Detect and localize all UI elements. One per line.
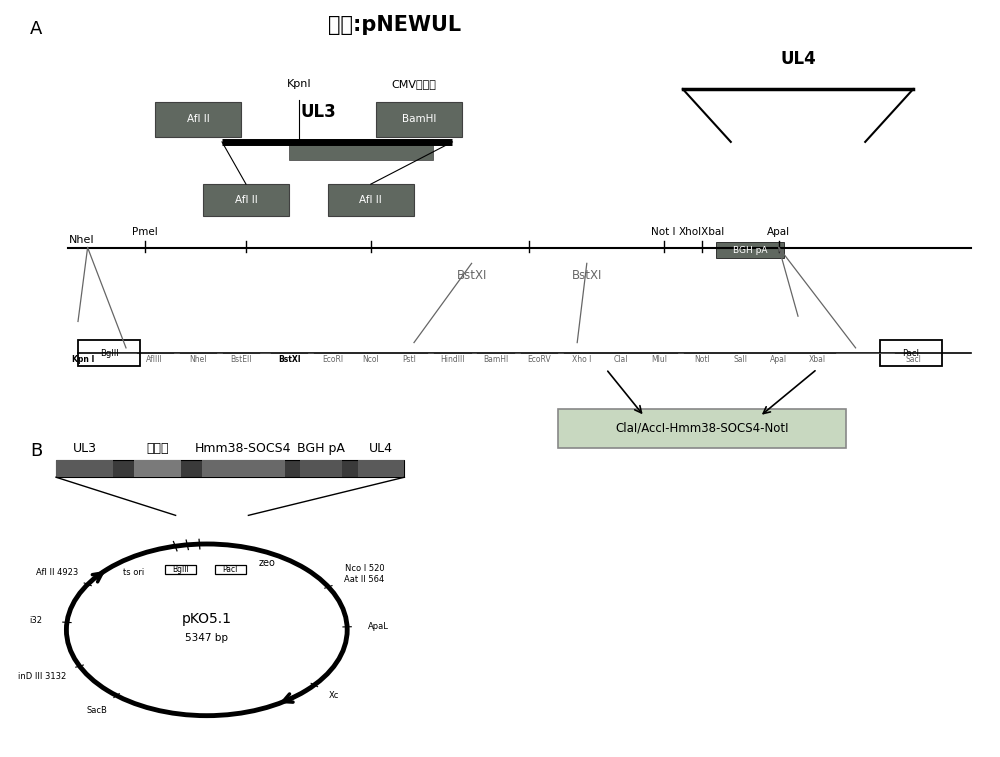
Text: PstI: PstI (402, 355, 416, 363)
Text: 5347 bp: 5347 bp (185, 633, 228, 643)
FancyBboxPatch shape (202, 459, 285, 477)
Text: NheI: NheI (189, 355, 207, 363)
Text: PacI: PacI (223, 565, 238, 574)
Text: Kpn I: Kpn I (72, 355, 94, 363)
Text: 骨架:pNEWUL: 骨架:pNEWUL (328, 15, 461, 35)
Text: KpnI: KpnI (286, 79, 311, 89)
Text: inD III 3132: inD III 3132 (18, 672, 66, 681)
Text: UL3: UL3 (300, 103, 336, 121)
FancyBboxPatch shape (134, 459, 181, 477)
Text: zeo: zeo (259, 558, 276, 568)
Text: PacI: PacI (902, 349, 919, 357)
Text: i32: i32 (29, 616, 42, 625)
Text: A: A (30, 20, 42, 39)
Text: ts ori: ts ori (123, 568, 144, 577)
Text: pKO5.1: pKO5.1 (182, 612, 232, 626)
FancyBboxPatch shape (558, 409, 846, 448)
FancyBboxPatch shape (358, 459, 404, 477)
Text: B: B (30, 442, 42, 460)
Text: HindIII: HindIII (440, 355, 465, 363)
Text: AflIII: AflIII (146, 355, 163, 363)
Text: UL3: UL3 (73, 442, 97, 455)
Text: CMV启动子: CMV启动子 (392, 79, 436, 89)
Text: BstEII: BstEII (230, 355, 252, 363)
Text: UL4: UL4 (369, 442, 393, 455)
Text: XhoIXbaI: XhoIXbaI (679, 227, 725, 237)
FancyBboxPatch shape (716, 242, 784, 258)
FancyBboxPatch shape (289, 139, 433, 160)
FancyBboxPatch shape (56, 459, 113, 477)
Text: Afl II: Afl II (235, 195, 257, 205)
FancyBboxPatch shape (56, 459, 404, 477)
FancyBboxPatch shape (203, 184, 289, 216)
Text: BstXI: BstXI (278, 355, 301, 363)
FancyBboxPatch shape (165, 565, 196, 574)
Text: Nco I 520
Aat II 564: Nco I 520 Aat II 564 (344, 565, 385, 584)
FancyBboxPatch shape (78, 340, 140, 366)
Text: ApaI: ApaI (770, 355, 787, 363)
Text: NotI: NotI (694, 355, 710, 363)
Text: XbaI: XbaI (809, 355, 826, 363)
Text: UL4: UL4 (780, 50, 816, 68)
FancyBboxPatch shape (300, 459, 342, 477)
Text: Not I: Not I (651, 227, 676, 237)
FancyBboxPatch shape (215, 565, 246, 574)
Text: Hmm38-SOCS4: Hmm38-SOCS4 (195, 442, 291, 455)
FancyBboxPatch shape (880, 340, 942, 366)
Text: PmeI: PmeI (132, 227, 158, 237)
Text: 启动子: 启动子 (146, 442, 169, 455)
Text: ClaI/AccI-Hmm38-SOCS4-NotI: ClaI/AccI-Hmm38-SOCS4-NotI (615, 422, 789, 435)
Text: ClaI: ClaI (613, 355, 628, 363)
Text: EcoRV: EcoRV (527, 355, 551, 363)
Text: BamHI: BamHI (402, 114, 436, 124)
Text: ApaI: ApaI (767, 227, 790, 237)
Text: Afl II: Afl II (359, 195, 382, 205)
Text: SacB: SacB (86, 706, 107, 715)
Text: EcoRI: EcoRI (322, 355, 343, 363)
Text: SacI: SacI (905, 355, 921, 363)
Text: BGH pA: BGH pA (733, 246, 767, 254)
Text: MluI: MluI (651, 355, 667, 363)
Text: NheI: NheI (68, 235, 94, 245)
FancyBboxPatch shape (328, 184, 414, 216)
Text: BgIII: BgIII (100, 349, 119, 357)
Text: ApaL: ApaL (368, 621, 389, 631)
FancyBboxPatch shape (155, 102, 241, 136)
Text: BGH pA: BGH pA (297, 442, 345, 455)
Text: Xho I: Xho I (572, 355, 592, 363)
Text: Afl II: Afl II (187, 114, 209, 124)
Text: Afl II 4923: Afl II 4923 (36, 568, 78, 577)
Text: Xc: Xc (329, 690, 339, 699)
Text: BstXI: BstXI (572, 269, 602, 282)
FancyBboxPatch shape (376, 102, 462, 136)
Text: BstXI: BstXI (456, 269, 487, 282)
Text: NcoI: NcoI (362, 355, 379, 363)
Text: BamHI: BamHI (483, 355, 508, 363)
Text: BglII: BglII (172, 565, 189, 574)
Text: SalI: SalI (733, 355, 747, 363)
